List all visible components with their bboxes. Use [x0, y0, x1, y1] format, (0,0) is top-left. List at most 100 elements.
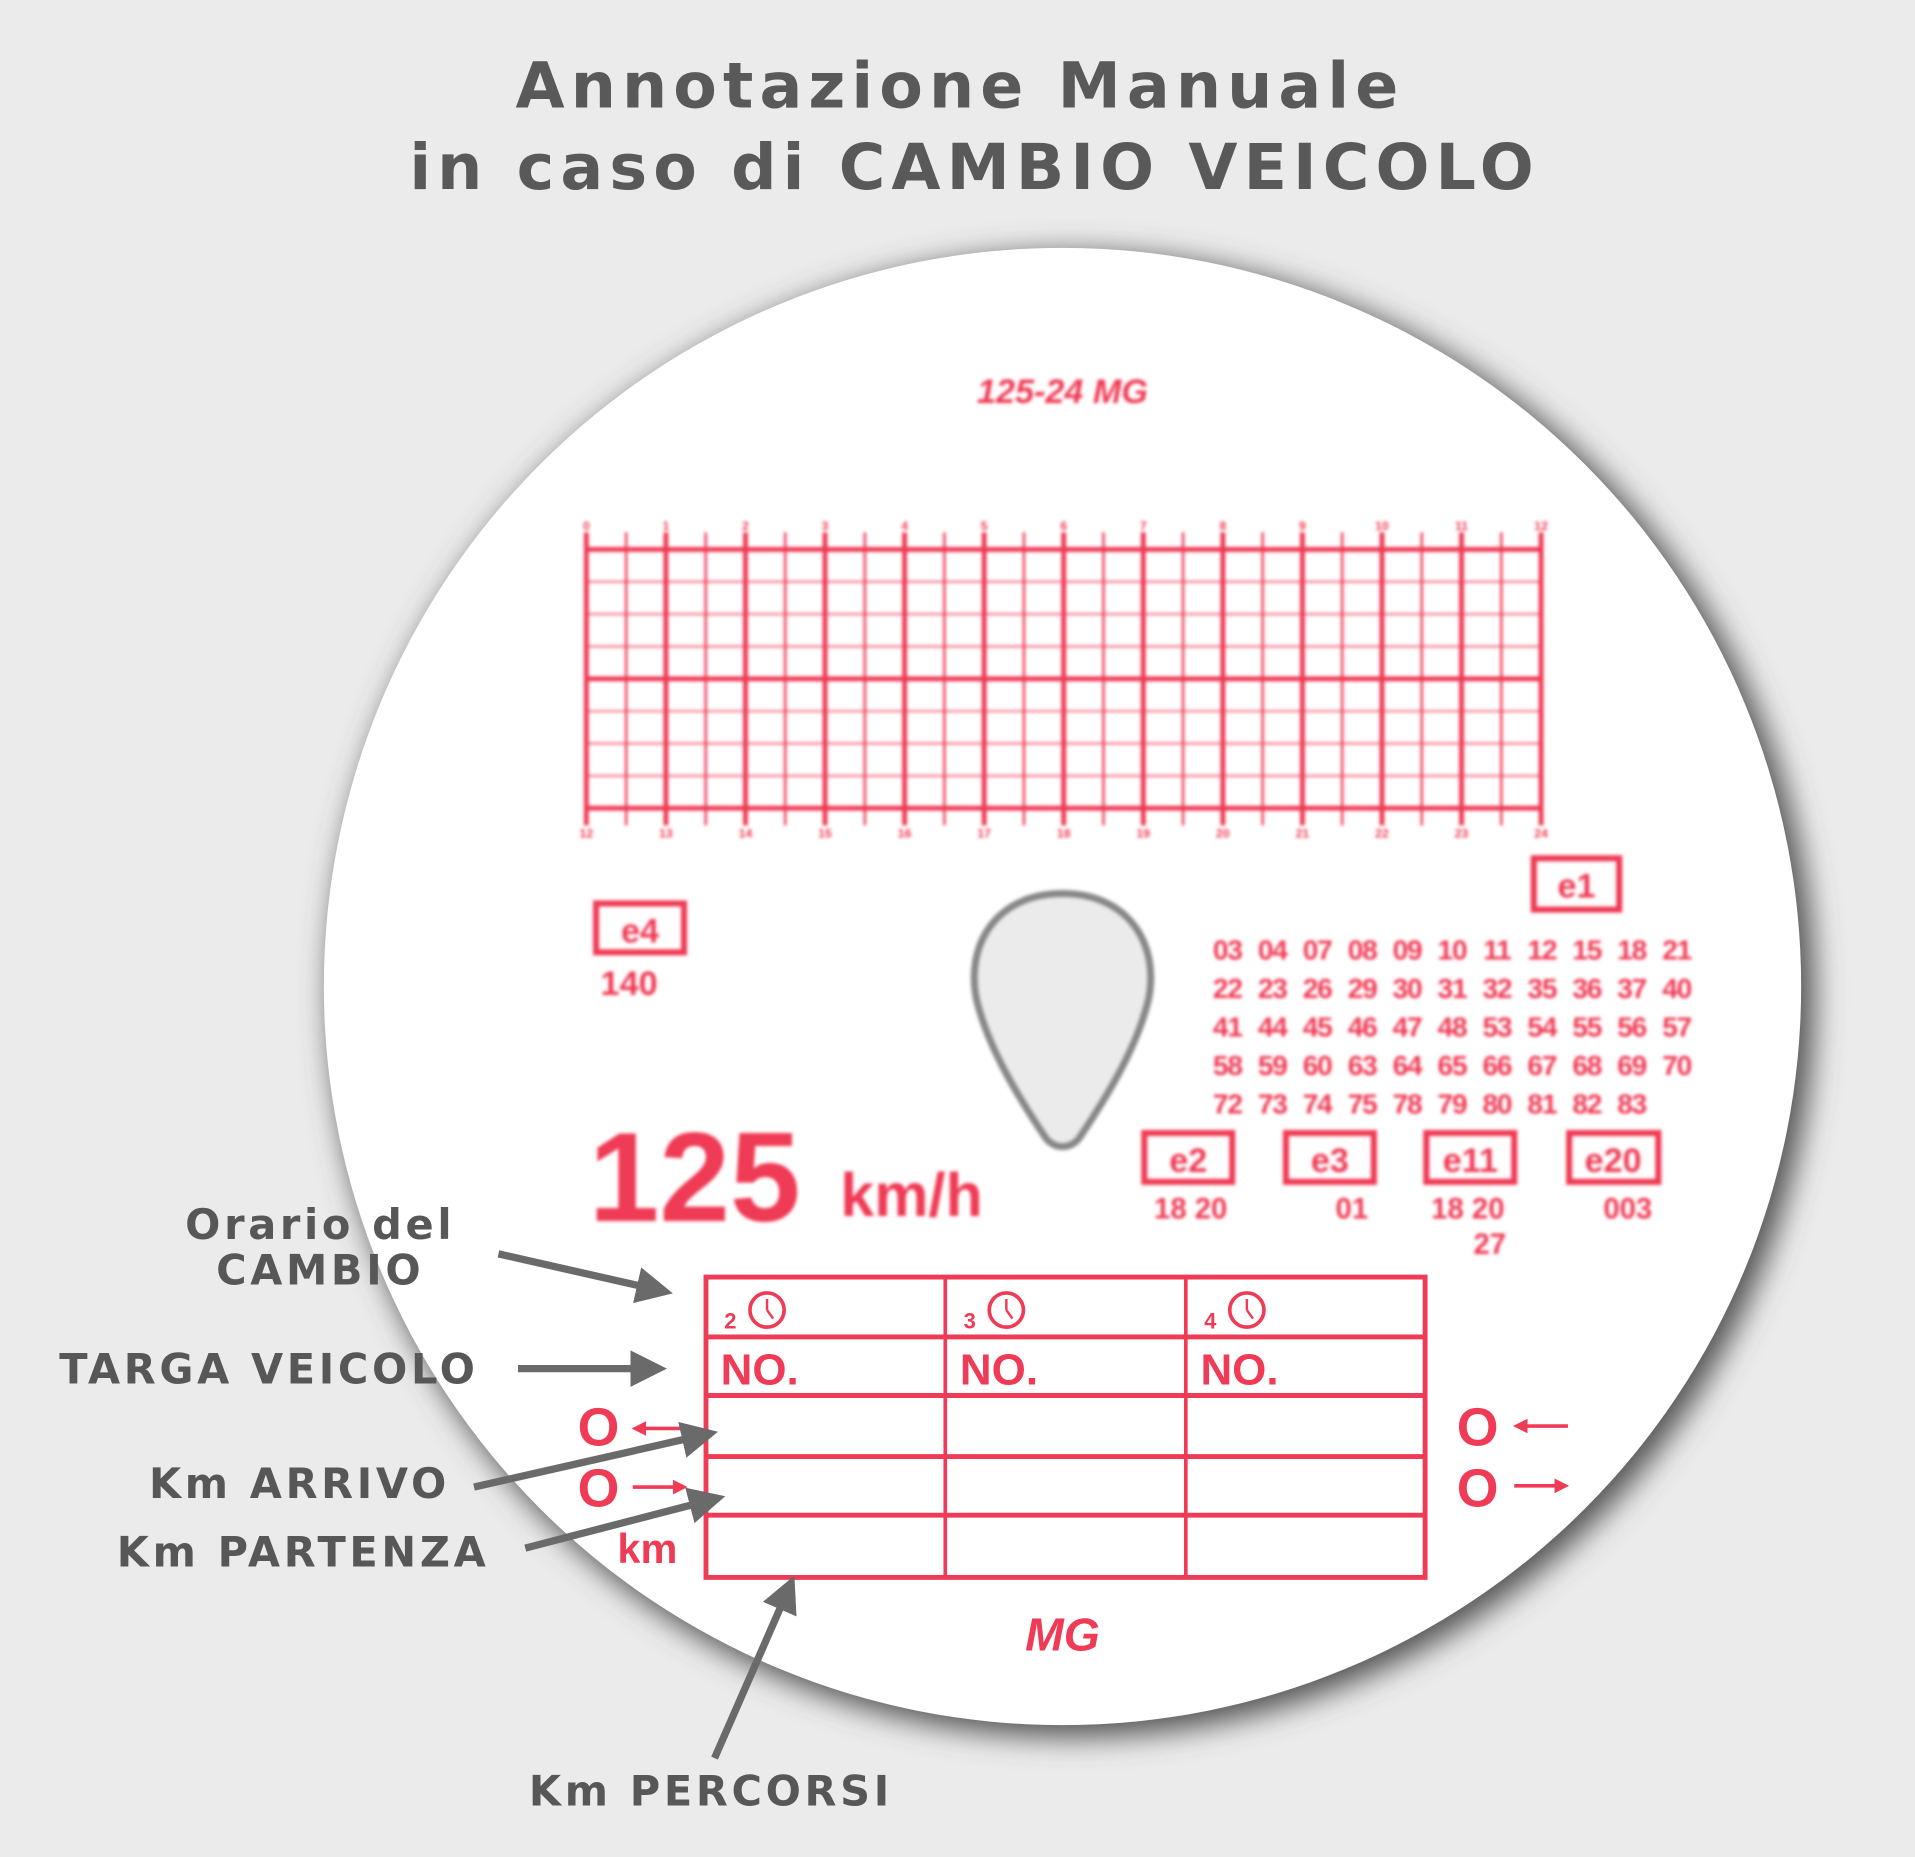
code-cell: 69: [1617, 1050, 1646, 1081]
code-table: 03 04 07 08 09 10 11 12 15 18 21 22 23 26 29 30 31 32 35 36…: [1213, 935, 1693, 1120]
code-cell: 22: [1213, 973, 1242, 1004]
svg-text:e4: e4: [621, 913, 659, 951]
code-cell: 54: [1527, 1012, 1557, 1043]
column-index: 3: [964, 1308, 976, 1333]
code-cell: 47: [1393, 1012, 1422, 1043]
hour-label-bottom: 22: [1375, 827, 1389, 841]
code-cell: 23: [1258, 973, 1287, 1004]
hour-label-top: 9: [1299, 519, 1306, 533]
code-cell: 79: [1438, 1088, 1467, 1119]
label-targa: TARGA VEICOLO: [59, 1344, 478, 1393]
km-departure-field[interactable]: [710, 1460, 942, 1511]
speed-unit: km/h: [840, 1161, 982, 1229]
label-orario-line2: CAMBIO: [216, 1245, 424, 1294]
code-cell: 03: [1213, 935, 1242, 966]
hour-label-bottom: 13: [659, 827, 673, 841]
code-cell: 44: [1258, 1012, 1288, 1043]
code-cell: 72: [1213, 1088, 1242, 1119]
svg-text:003: 003: [1603, 1192, 1652, 1225]
svg-text:O: O: [1457, 1398, 1499, 1458]
hour-label-bottom: 17: [977, 827, 991, 841]
hour-label-top: 3: [822, 519, 829, 533]
svg-text:e11: e11: [1443, 1142, 1498, 1180]
label-km-partenza: Km PARTENZA: [117, 1527, 490, 1576]
clock-icon: [987, 1291, 1026, 1329]
mark-e4-code: 140: [601, 965, 658, 1003]
code-cell: 48: [1438, 1012, 1467, 1043]
code-cell: 82: [1572, 1088, 1601, 1119]
code-cell: 04: [1258, 935, 1288, 966]
code-cell: 31: [1438, 973, 1467, 1004]
hour-label-top: 11: [1455, 519, 1468, 533]
km-travelled-field[interactable]: [949, 1519, 1181, 1574]
hour-label-top: 5: [981, 519, 988, 533]
label-km-arrivo: Km ARRIVO: [149, 1459, 450, 1508]
km-arrival-field[interactable]: [949, 1399, 1181, 1453]
code-cell: 15: [1572, 935, 1601, 966]
column-index: 2: [724, 1308, 736, 1333]
arrow-km-arrivo-icon: [473, 1421, 719, 1491]
arrow-km-partenza-icon: [524, 1487, 726, 1552]
km-departure-field[interactable]: [1189, 1460, 1421, 1511]
code-cell: 29: [1348, 973, 1377, 1004]
code-cell: 78: [1393, 1088, 1422, 1119]
code-cell: 75: [1348, 1088, 1377, 1119]
code-cell: 53: [1482, 1012, 1511, 1043]
odometer-departure-symbol: O: [578, 1459, 620, 1519]
hour-label-top: 7: [1140, 519, 1147, 533]
title-line2: in caso di CAMBIO VEICOLO: [409, 130, 1540, 204]
code-cell: 83: [1617, 1088, 1646, 1119]
center-hole: [970, 890, 1155, 1151]
svg-text:01: 01: [1336, 1192, 1369, 1225]
code-cell: 07: [1303, 935, 1332, 966]
hour-label-top: 6: [1060, 519, 1067, 533]
code-cell: 66: [1482, 1050, 1511, 1081]
plate-label: NO.: [960, 1346, 1038, 1395]
code-cell: 09: [1393, 935, 1422, 966]
disc-footer: MG: [1025, 1609, 1100, 1661]
hour-label-top: 0: [583, 519, 590, 533]
mark-e4: e4 140: [593, 900, 688, 1003]
mark-e2: e2 18 20: [1141, 1129, 1236, 1225]
svg-text:e3: e3: [1311, 1142, 1349, 1180]
code-cell: 56: [1617, 1012, 1646, 1043]
code-cell: 37: [1617, 973, 1646, 1004]
code-cell: 10: [1438, 935, 1467, 966]
km-travelled-field[interactable]: [1189, 1519, 1421, 1574]
speed-value: 125: [589, 1106, 801, 1248]
plate-label: NO.: [721, 1346, 799, 1395]
code-cell: 32: [1482, 973, 1511, 1004]
code-cell: 35: [1527, 973, 1556, 1004]
mark-e20: e20 003: [1566, 1129, 1662, 1225]
code-cell: 58: [1213, 1050, 1242, 1081]
km-travelled-field[interactable]: [710, 1519, 942, 1574]
plate-label: NO.: [1200, 1346, 1278, 1395]
arrow-km-percorsi-icon: [711, 1575, 797, 1760]
code-cell: 46: [1348, 1012, 1377, 1043]
hour-label-bottom: 16: [898, 827, 912, 841]
code-cell: 74: [1303, 1088, 1333, 1119]
code-cell: 21: [1662, 935, 1691, 966]
hour-label-top: 4: [901, 519, 908, 533]
code-cell: 63: [1348, 1050, 1377, 1081]
hour-label-bottom: 14: [739, 827, 753, 841]
svg-text:18 20: 18 20: [1431, 1192, 1504, 1225]
odometer-right: O O: [1457, 1398, 1570, 1519]
vehicle-change-table: 2 NO. 3 NO. 4 NO.: [703, 1274, 1428, 1580]
svg-text:e2: e2: [1169, 1142, 1207, 1180]
svg-text:e1: e1: [1557, 867, 1595, 905]
hour-label-bottom: 12: [580, 827, 594, 841]
code-cell: 70: [1662, 1050, 1691, 1081]
clock-icon: [748, 1291, 786, 1329]
svg-text:18 20: 18 20: [1154, 1192, 1227, 1225]
disc-header: 125-24 MG: [977, 373, 1148, 411]
label-orario-line1: Orario del: [185, 1200, 455, 1249]
hour-label-bottom: 19: [1137, 827, 1151, 841]
km-arrival-field[interactable]: [1189, 1399, 1421, 1453]
hour-label-bottom: 24: [1534, 827, 1548, 841]
code-cell: 64: [1393, 1050, 1423, 1081]
km-arrival-field[interactable]: [710, 1399, 942, 1453]
km-departure-field[interactable]: [949, 1460, 1181, 1511]
